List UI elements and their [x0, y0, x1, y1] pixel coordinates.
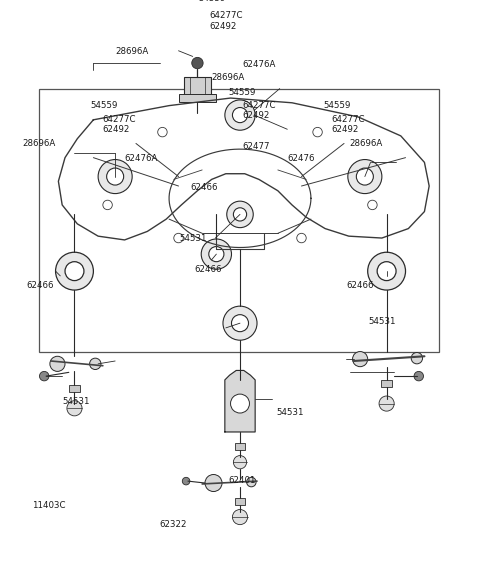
Circle shape — [231, 315, 249, 332]
Text: 54531: 54531 — [62, 397, 90, 406]
Bar — [39, 89, 439, 351]
Circle shape — [233, 208, 247, 221]
Circle shape — [158, 127, 167, 137]
Circle shape — [414, 371, 423, 381]
Text: 28696A: 28696A — [350, 139, 383, 148]
Text: 62401: 62401 — [228, 477, 256, 486]
Circle shape — [209, 247, 224, 261]
Bar — [184, 77, 211, 98]
Text: 62322: 62322 — [160, 520, 187, 529]
Text: 62476: 62476 — [288, 154, 315, 163]
Circle shape — [363, 172, 372, 181]
Circle shape — [107, 168, 124, 185]
Circle shape — [50, 356, 65, 371]
Text: 28696A: 28696A — [212, 72, 245, 82]
Bar — [69, 385, 80, 392]
Circle shape — [348, 160, 382, 194]
Text: 62476A: 62476A — [242, 60, 275, 69]
Text: 62476A: 62476A — [125, 154, 158, 163]
Circle shape — [232, 509, 248, 525]
Circle shape — [247, 477, 256, 487]
Bar — [179, 95, 216, 102]
Text: 28696A: 28696A — [115, 47, 148, 56]
Text: 54531: 54531 — [276, 408, 303, 417]
Bar — [381, 380, 392, 388]
Polygon shape — [225, 371, 255, 432]
Text: 62492: 62492 — [332, 126, 359, 135]
Text: 64277C: 64277C — [242, 101, 276, 110]
Text: 62492: 62492 — [210, 23, 237, 31]
Circle shape — [379, 396, 394, 411]
Circle shape — [205, 474, 222, 491]
Circle shape — [411, 353, 422, 364]
Circle shape — [230, 394, 250, 413]
Text: 64277C: 64277C — [103, 115, 136, 124]
Text: 62477: 62477 — [242, 142, 269, 151]
Circle shape — [356, 168, 373, 185]
Text: 28696A: 28696A — [23, 139, 56, 148]
Circle shape — [56, 252, 94, 290]
Circle shape — [192, 57, 203, 68]
Circle shape — [368, 252, 406, 290]
Text: 62492: 62492 — [103, 126, 130, 135]
Text: 62492: 62492 — [242, 112, 269, 121]
Text: 64277C: 64277C — [332, 115, 365, 124]
Circle shape — [103, 200, 112, 209]
Circle shape — [67, 401, 82, 416]
Text: 62466: 62466 — [26, 281, 54, 290]
Text: 54531: 54531 — [180, 234, 207, 243]
Circle shape — [90, 358, 101, 370]
Text: 62466: 62466 — [346, 281, 373, 290]
Circle shape — [227, 201, 253, 228]
Circle shape — [65, 261, 84, 281]
Bar — [235, 498, 245, 505]
Text: 54559: 54559 — [198, 0, 226, 3]
Circle shape — [313, 127, 322, 137]
Circle shape — [108, 172, 117, 181]
Circle shape — [98, 160, 132, 194]
Circle shape — [225, 100, 255, 130]
Text: 54559: 54559 — [91, 101, 118, 110]
Circle shape — [233, 456, 247, 469]
Circle shape — [297, 233, 306, 243]
Circle shape — [232, 108, 248, 123]
Text: 54559: 54559 — [228, 88, 256, 97]
Circle shape — [368, 200, 377, 209]
Bar — [235, 443, 245, 450]
Circle shape — [182, 477, 190, 485]
Text: 11403C: 11403C — [32, 501, 65, 510]
Circle shape — [223, 306, 257, 340]
Text: 62466: 62466 — [194, 264, 222, 273]
Circle shape — [174, 233, 183, 243]
Text: 62466: 62466 — [191, 183, 218, 192]
Circle shape — [39, 371, 49, 381]
Text: 64277C: 64277C — [210, 11, 243, 20]
Circle shape — [352, 351, 368, 367]
Circle shape — [235, 115, 245, 125]
Circle shape — [377, 261, 396, 281]
Circle shape — [201, 239, 231, 269]
Text: 54559: 54559 — [323, 101, 350, 110]
Text: 54531: 54531 — [369, 316, 396, 325]
